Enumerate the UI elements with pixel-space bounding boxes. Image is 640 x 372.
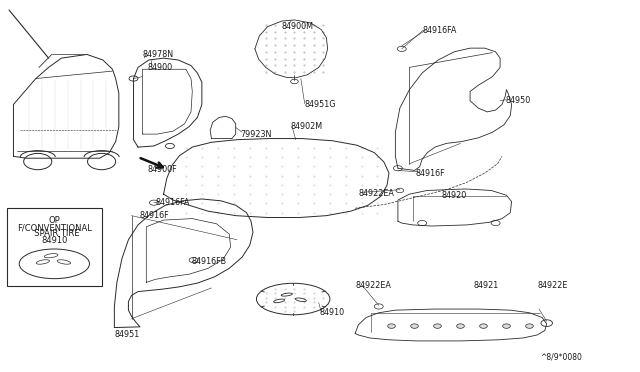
Text: 84922E: 84922E xyxy=(537,281,568,290)
Circle shape xyxy=(388,324,396,328)
Ellipse shape xyxy=(57,260,70,264)
Circle shape xyxy=(525,324,533,328)
Text: 84950: 84950 xyxy=(505,96,531,105)
Text: 84902M: 84902M xyxy=(291,122,323,131)
Text: 79923N: 79923N xyxy=(240,129,271,139)
Text: 84916F: 84916F xyxy=(416,169,445,177)
Text: OP: OP xyxy=(49,217,60,225)
Ellipse shape xyxy=(296,298,307,302)
Text: 84910: 84910 xyxy=(320,308,345,317)
Text: 84916F: 84916F xyxy=(140,211,170,220)
Text: 84900: 84900 xyxy=(148,63,173,72)
Text: 84978N: 84978N xyxy=(143,50,173,59)
Ellipse shape xyxy=(36,260,49,264)
Bar xyxy=(7,208,102,286)
Text: 84922EA: 84922EA xyxy=(356,281,392,290)
Text: 84951: 84951 xyxy=(115,330,140,339)
Text: SPAIR TIRE: SPAIR TIRE xyxy=(29,229,79,238)
Text: 84951G: 84951G xyxy=(305,100,336,109)
Text: 84900F: 84900F xyxy=(148,165,177,174)
Text: ^8/9*0080: ^8/9*0080 xyxy=(540,353,582,362)
Text: 84910: 84910 xyxy=(41,236,68,245)
Circle shape xyxy=(411,324,419,328)
Circle shape xyxy=(502,324,510,328)
Circle shape xyxy=(457,324,465,328)
Text: 84921: 84921 xyxy=(473,281,499,290)
Text: 84916FB: 84916FB xyxy=(191,257,226,266)
Text: 84916FA: 84916FA xyxy=(422,26,456,35)
Ellipse shape xyxy=(281,293,292,296)
Circle shape xyxy=(479,324,487,328)
Text: 84900M: 84900M xyxy=(282,22,314,31)
Text: 84920: 84920 xyxy=(442,191,467,200)
Text: 84916FA: 84916FA xyxy=(156,198,190,207)
Ellipse shape xyxy=(274,299,285,303)
Ellipse shape xyxy=(44,254,58,258)
Circle shape xyxy=(434,324,442,328)
Text: 84922EA: 84922EA xyxy=(358,189,394,198)
Text: F/CONVENTIONAL: F/CONVENTIONAL xyxy=(17,223,92,232)
